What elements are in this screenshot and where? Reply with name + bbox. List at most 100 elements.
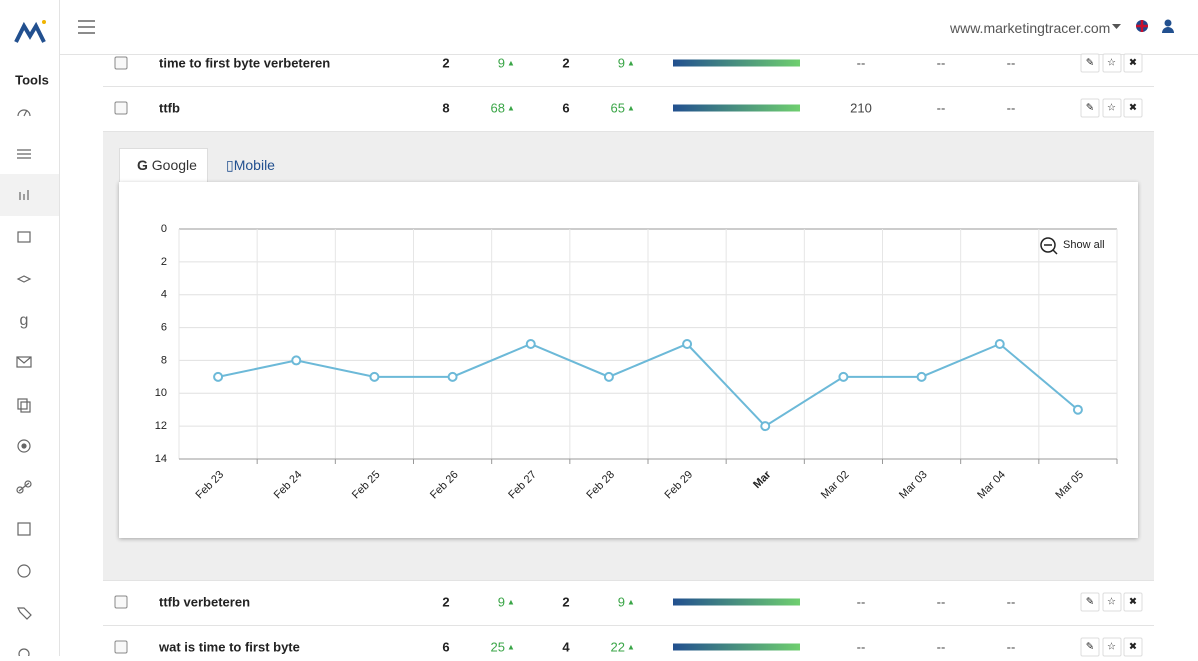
x-tick-label: Feb 26 [428,469,461,502]
keyword: ttfb verbeteren [159,594,251,610]
rank-change: 22 [610,639,625,655]
row-action[interactable]: ☆ [1102,53,1121,73]
user-menu[interactable] [1162,19,1174,33]
row-action[interactable]: ☆ [1102,592,1121,612]
logo [14,21,46,43]
y-tick-label: 4 [161,289,167,301]
trend-up: ▲ [627,103,635,113]
svg-text:g: g [20,312,29,329]
sidebar: Tools g [0,0,60,660]
point [603,371,614,382]
row-divider [103,86,1154,87]
row-divider [103,580,1154,581]
row-action[interactable]: ✖ [1123,592,1143,612]
line [217,342,1079,428]
x-tick-label: Feb 29 [663,469,696,502]
rank: 4 [562,639,570,655]
logo-dot [42,20,46,24]
trend-up: ▲ [507,642,515,652]
zoom-icon [1040,237,1056,253]
tab-text: Google [151,157,197,173]
rank: 6 [562,100,570,116]
x-tick-label: Feb 24 [272,469,305,502]
row-checkbox[interactable] [114,640,128,654]
point [447,371,458,382]
point [213,371,224,382]
trend-up: ▲ [507,597,515,607]
point [760,421,771,432]
row-action[interactable]: ✎ [1080,592,1100,612]
rank: 6 [442,639,450,655]
y-tick-label: 2 [161,256,167,268]
sidebar-icons: Tools g [0,20,59,660]
trend-up: ▲ [507,103,515,113]
metric: 210 [850,100,872,116]
tab-label[interactable]: ▯Mobile [226,157,275,173]
point [1072,404,1083,415]
metric: -- [856,639,866,655]
point [916,371,927,382]
rank: 8 [442,100,450,116]
keyword: ttfb [159,100,180,116]
x-tick-label: Mar [751,468,774,491]
metric: -- [1006,100,1016,116]
y-tick-label: 8 [161,354,167,366]
row-divider [103,131,1154,132]
row-action[interactable]: ✎ [1080,53,1100,73]
x-tick-label: Mar 05 [1053,469,1086,502]
rank-change: 68 [490,100,505,116]
y-tick-label: 14 [155,453,167,465]
language-flag[interactable] [1136,20,1148,32]
row-action[interactable]: ✖ [1123,53,1143,73]
row-checkbox[interactable] [114,56,128,70]
x-tick-label: Feb 25 [350,469,383,502]
menu-button[interactable] [78,19,96,35]
row-checkbox[interactable] [114,101,128,115]
x-tick-label: Feb 27 [506,469,539,502]
row-action[interactable]: ☆ [1102,98,1121,118]
tab-label[interactable]: G Google [137,157,197,173]
reset-zoom[interactable]: Show all [1040,237,1105,255]
metric: -- [936,55,946,71]
metric: -- [936,639,946,655]
y-tick-label: 10 [155,387,167,399]
x-tick-label: Mar 04 [975,469,1008,502]
metric: -- [1006,594,1016,610]
y-tick-label: 0 [161,223,167,235]
rank: 2 [562,594,570,610]
trend-up: ▲ [627,642,635,652]
point [369,371,380,382]
metric: -- [856,55,866,71]
point [994,339,1005,349]
x-tick-label: Feb 28 [584,469,617,502]
point [525,339,536,349]
score-bar [673,598,800,606]
tab-text: Mobile [233,157,275,173]
row-divider [103,625,1154,626]
x-tick-label: Mar 02 [819,469,852,502]
site-selector[interactable]: www.marketingtracer.com [950,20,1111,36]
score-bar [673,104,800,112]
tab-google[interactable] [119,148,208,182]
point [291,355,302,366]
caret [1112,24,1121,29]
row-checkbox[interactable] [114,595,128,609]
metric: -- [1006,639,1016,655]
trend-up: ▲ [507,58,515,68]
rank-change: 9 [617,55,625,71]
score-bar [673,643,800,651]
score-bar [673,59,800,67]
rank-change: 9 [497,594,505,610]
row-action[interactable]: ✎ [1080,98,1100,118]
x-tick-label: Mar 03 [897,469,930,502]
x-tick-label: Feb 23 [194,469,227,502]
reset-zoom-label[interactable]: Show all [1063,239,1105,251]
row-action[interactable]: ✖ [1123,98,1143,118]
point [838,371,849,382]
tool-icons: g [0,109,59,660]
keyword: wat is time to first byte [159,639,300,655]
rank: 2 [442,594,450,610]
point [682,339,693,349]
